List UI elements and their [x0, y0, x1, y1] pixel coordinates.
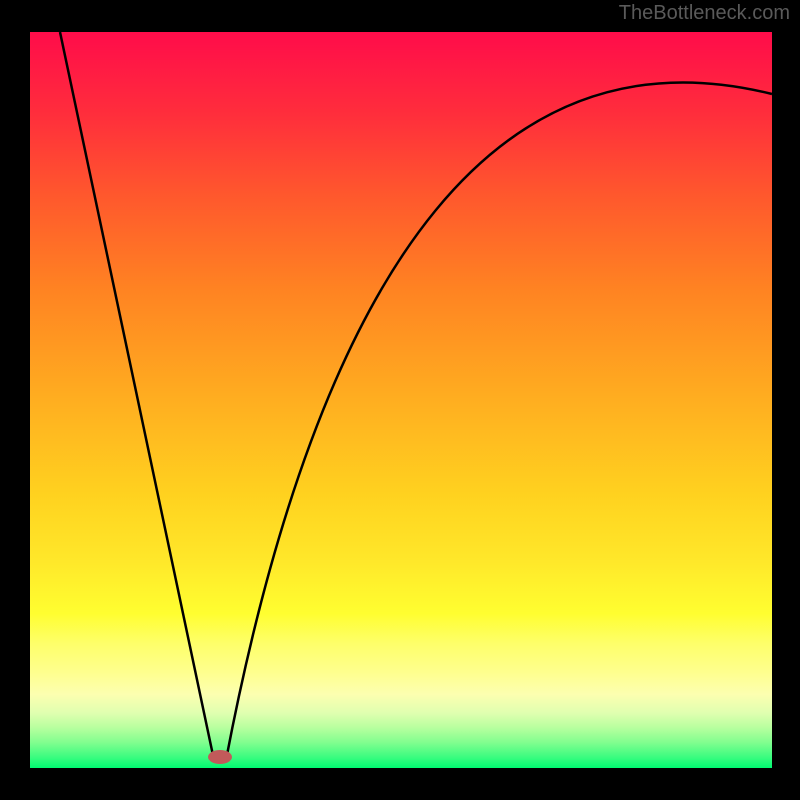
- curve-right-segment: [226, 82, 772, 760]
- bottleneck-curve: [30, 32, 772, 768]
- chart-container: TheBottleneck.com: [0, 0, 800, 800]
- watermark-label: TheBottleneck.com: [619, 2, 790, 25]
- optimal-point-marker: [208, 750, 232, 764]
- plot-area: [30, 32, 772, 768]
- curve-left-segment: [60, 32, 214, 760]
